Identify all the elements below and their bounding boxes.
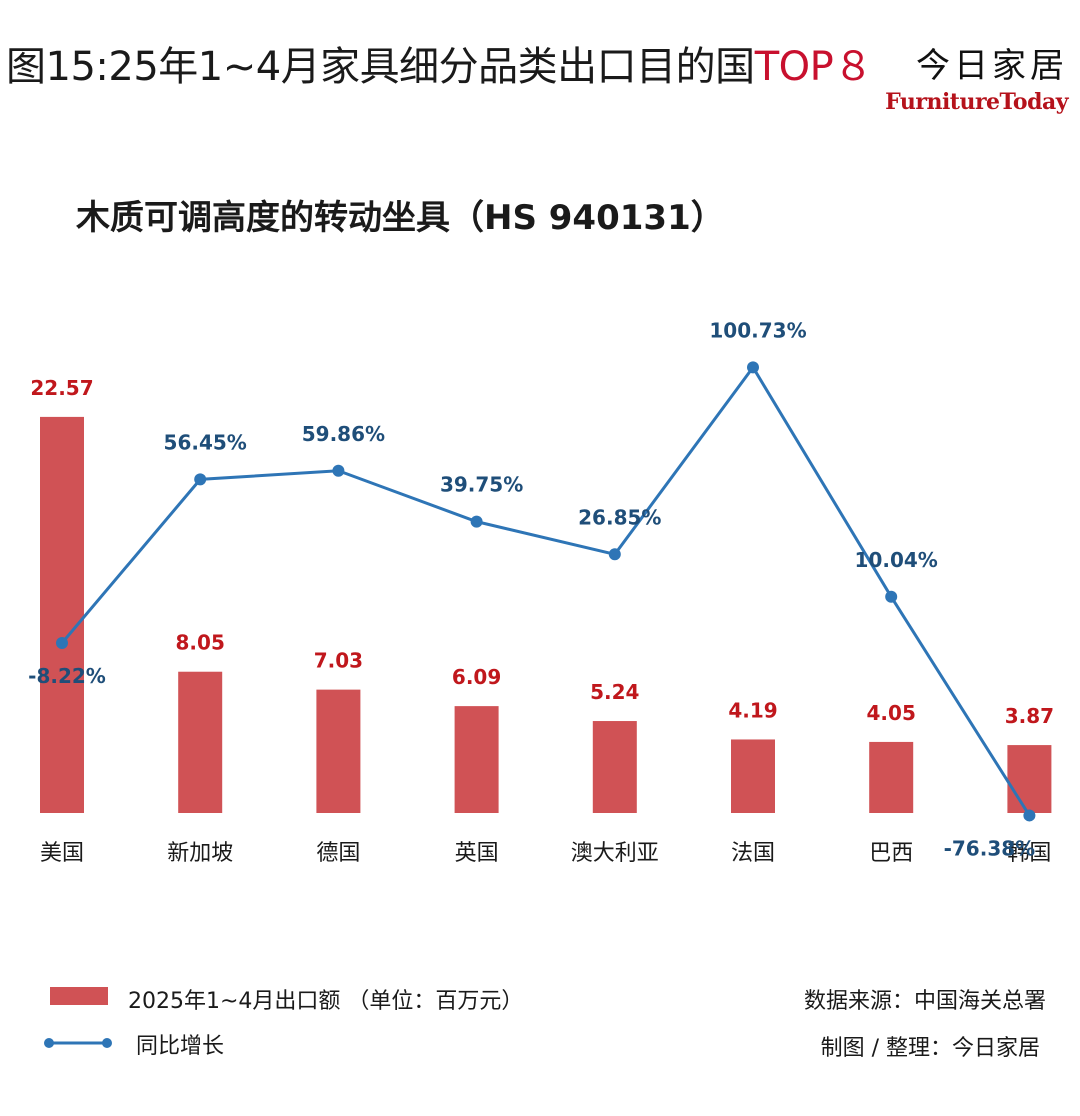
bar	[316, 689, 361, 813]
bar-value-label: 6.09	[452, 665, 501, 689]
bar-value-label: 4.05	[867, 701, 916, 725]
x-tick-label: 德国	[316, 841, 360, 866]
bar-value-label: 8.05	[176, 631, 225, 655]
growth-point	[747, 361, 759, 374]
growth-value-label: -8.22%	[28, 664, 106, 688]
figure-title-prefix: 图15:25年1~4月家具细分品类出口目的国	[6, 44, 755, 90]
growth-value-label: 10.04%	[855, 548, 938, 572]
growth-value-label: 56.45%	[164, 430, 247, 454]
growth-value-label: 39.75%	[440, 473, 523, 497]
combo-chart: 22.57 美国 8.05 新加坡 7.03 德国 6.09 英国 5.24 澳大利亚 4.19 法国…	[28, 318, 1054, 866]
bar	[40, 416, 84, 813]
x-tick-label: 英国	[455, 841, 499, 866]
chart-title: 木质可调高度的转动坐具（HS 940131）	[76, 198, 725, 238]
bar-value-label: 22.57	[30, 376, 93, 400]
bar	[592, 721, 637, 813]
brand-name-cn: 今日家居	[916, 46, 1068, 86]
figure-title-accent: TOP８	[754, 44, 874, 90]
x-tick-label: 韩国	[1007, 841, 1051, 866]
bar-value-label: 4.19	[728, 698, 777, 722]
bar	[178, 671, 223, 813]
growth-line	[60, 364, 1031, 817]
legend-bar-swatch	[50, 987, 108, 1005]
legend-line-label: 同比增长	[136, 1034, 225, 1059]
growth-value-label: 100.73%	[709, 318, 806, 342]
bar-value-label: 5.24	[590, 680, 639, 704]
bar	[731, 739, 775, 813]
bar-value-label: 3.87	[1005, 704, 1054, 728]
bar	[454, 706, 499, 813]
growth-value-label: 26.85%	[578, 505, 661, 529]
x-tick-label: 新加坡	[167, 841, 233, 866]
chart-credit: 制图 / 整理：今日家居	[820, 1036, 1040, 1061]
growth-point	[194, 473, 207, 486]
brand-name-en: FurnitureToday	[885, 89, 1068, 115]
data-source: 数据来源：中国海关总署	[803, 989, 1046, 1014]
legend-line-swatch	[44, 1038, 112, 1048]
bar	[1007, 745, 1052, 813]
legend-bar-label: 2025年1~4月出口额 （单位：百万元）	[128, 989, 524, 1014]
growth-value-label: 59.86%	[302, 422, 385, 446]
brand-logo: 今日家居 FurnitureToday	[885, 38, 1068, 115]
figure-title: 图15:25年1~4月家具细分品类出口目的国TOP８	[6, 34, 873, 92]
x-tick-label: 美国	[40, 841, 84, 866]
growth-point	[332, 464, 345, 477]
x-tick-label: 澳大利亚	[571, 841, 659, 866]
growth-point	[885, 590, 898, 603]
bar-value-label: 7.03	[314, 649, 363, 673]
growth-point	[56, 637, 68, 649]
x-tick-label: 法国	[731, 841, 775, 866]
growth-point	[608, 548, 621, 561]
growth-value-label: -76.38%	[944, 836, 1036, 860]
growth-point	[470, 515, 483, 528]
growth-point	[1023, 809, 1036, 822]
bar	[869, 741, 914, 813]
x-tick-label: 巴西	[869, 841, 913, 866]
